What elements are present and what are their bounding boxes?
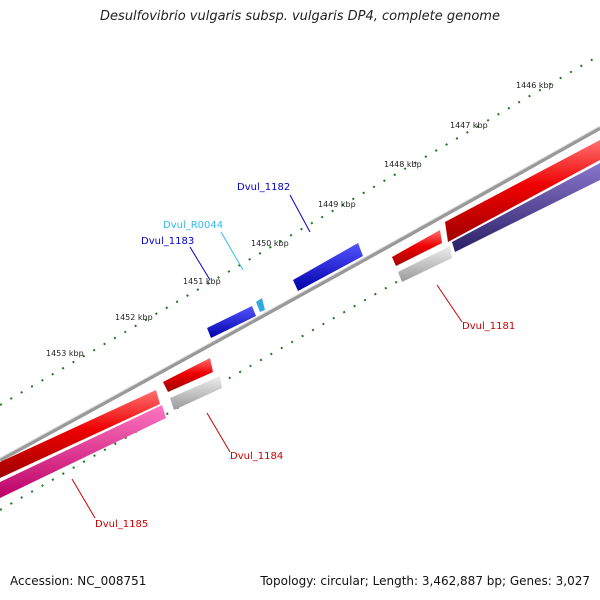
tick-label: 1449 kbp: [318, 200, 356, 209]
feature-red-1181: [392, 230, 442, 266]
genome-backbone: [0, 126, 600, 462]
tick-label: 1448 kbp: [384, 160, 422, 169]
tick-label: 1447 kbp: [450, 121, 488, 130]
feature-blue-1183: [207, 306, 256, 338]
feature-gray-1181: [398, 246, 452, 282]
tick-label: 1446 kbp: [516, 81, 554, 90]
feature-gray-1184: [170, 376, 222, 410]
tick-label: 1452 kbp: [115, 313, 153, 322]
reverse-features: [207, 243, 363, 338]
feature-blue-1182: [293, 243, 363, 291]
leader-dvul-1181: [436, 284, 463, 323]
tick-label: 1453 kbp: [46, 349, 84, 358]
leader-dvul-1184: [206, 412, 231, 453]
gene-label-dvul-1184: Dvul_1184: [230, 451, 283, 462]
feature-red-1184: [163, 358, 213, 392]
gene-label-dvul-1181: Dvul_1181: [462, 321, 515, 332]
tick-label: 1450 kbp: [251, 239, 289, 248]
tick-label: 1451 kbp: [183, 277, 221, 286]
outer-ruler: [0, 54, 600, 406]
feature-navy-long: [452, 163, 600, 252]
gene-label-dvul-1185: Dvul_1185: [95, 519, 148, 530]
map-title: Desulfovibrio vulgaris subsp. vulgaris D…: [100, 9, 500, 24]
leader-dvul-1182: [289, 194, 311, 233]
leader-dvul-r0044: [220, 231, 244, 271]
gene-labels: Dvul_1182 Dvul_R0044 Dvul_1183 Dvul_1181…: [95, 182, 515, 530]
leader-dvul-1183: [189, 246, 211, 281]
feature-red-long-right: [445, 140, 600, 242]
gene-label-dvul-r0044: Dvul_R0044: [163, 220, 223, 231]
feature-magenta-long: [0, 405, 166, 498]
feature-red-long-left: [0, 390, 160, 478]
gene-label-dvul-1182: Dvul_1182: [237, 182, 290, 193]
gene-label-dvul-1183: Dvul_1183: [141, 236, 194, 247]
leader-lines: [71, 194, 463, 519]
genome-summary-text: Topology: circular; Length: 3,462,887 bp…: [260, 574, 590, 588]
feature-cyan-R0044: [256, 298, 265, 312]
leader-dvul-1185: [71, 478, 96, 519]
forward-features: [0, 140, 600, 498]
accession-text: Accession: NC_008751: [10, 574, 147, 588]
tick-labels: 1446 kbp 1447 kbp 1448 kbp 1449 kbp 1450…: [46, 81, 554, 358]
